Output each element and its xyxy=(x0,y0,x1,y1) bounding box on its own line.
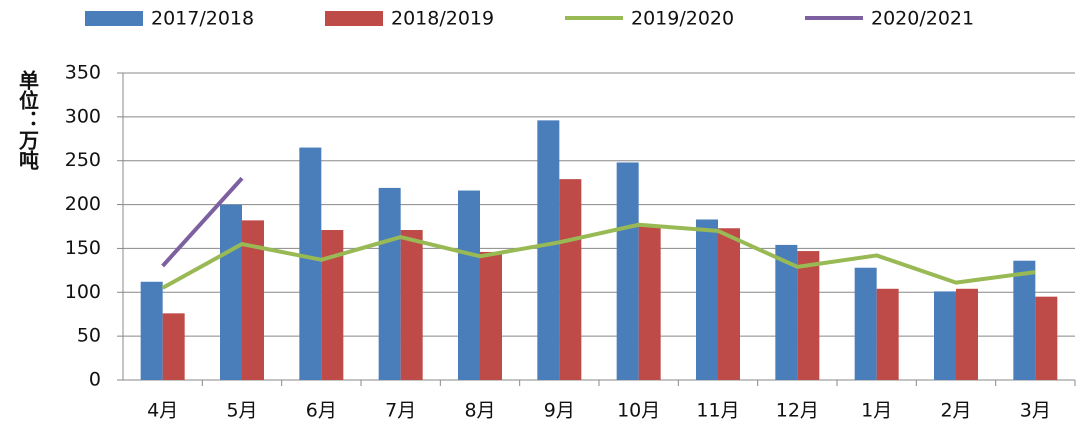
bar xyxy=(537,120,560,380)
bar xyxy=(616,162,639,380)
legend-label: 2018/2019 xyxy=(391,8,494,30)
bar xyxy=(162,313,185,380)
y-tick-label: 150 xyxy=(65,237,101,259)
x-tick-label: 7月 xyxy=(385,400,416,422)
bar xyxy=(956,288,978,380)
x-tick-label: 8月 xyxy=(464,400,495,422)
bar xyxy=(854,267,877,380)
bar xyxy=(1013,260,1036,380)
bar xyxy=(696,219,718,380)
y-tick-label: 300 xyxy=(65,105,101,127)
legend-swatch xyxy=(325,11,383,26)
bar xyxy=(242,220,264,380)
x-tick-label: 9月 xyxy=(544,400,575,422)
legend-label: 2017/2018 xyxy=(151,8,254,30)
bar xyxy=(934,291,956,380)
bar xyxy=(797,251,820,380)
y-tick-label: 50 xyxy=(77,325,101,347)
bar xyxy=(378,187,401,380)
bar xyxy=(140,281,163,380)
x-tick-label: 4月 xyxy=(147,400,178,422)
x-tick-label: 3月 xyxy=(1020,400,1051,422)
y-tick-label: 100 xyxy=(65,281,101,303)
bar xyxy=(321,230,344,380)
bar xyxy=(1035,296,1058,380)
bar xyxy=(559,179,582,380)
x-tick-label: 6月 xyxy=(306,400,337,422)
bar xyxy=(400,230,423,380)
line xyxy=(161,176,244,268)
bar xyxy=(876,288,899,380)
bar xyxy=(480,251,502,380)
x-tick-label: 2月 xyxy=(940,400,971,422)
bar xyxy=(638,226,661,380)
y-tick-label: 250 xyxy=(65,149,101,171)
x-tick-label: 1月 xyxy=(861,400,892,422)
bar xyxy=(718,228,740,380)
x-tick-label: 12月 xyxy=(776,400,819,422)
bar xyxy=(775,244,798,380)
legend-label: 2019/2020 xyxy=(631,8,734,30)
y-tick-label: 0 xyxy=(89,369,101,391)
x-tick-label: 5月 xyxy=(226,400,257,422)
bar xyxy=(220,204,242,380)
x-tick-label: 11月 xyxy=(696,400,739,422)
bar xyxy=(299,147,322,380)
legend-label: 2020/2021 xyxy=(871,8,974,30)
y-tick-label: 200 xyxy=(65,193,101,215)
legend-swatch xyxy=(85,11,143,26)
line xyxy=(161,222,1036,290)
y-axis-label: 单位：万吨 xyxy=(16,69,40,170)
x-tick-label: 10月 xyxy=(617,400,660,422)
y-tick-label: 350 xyxy=(65,62,101,84)
bar xyxy=(458,190,480,380)
